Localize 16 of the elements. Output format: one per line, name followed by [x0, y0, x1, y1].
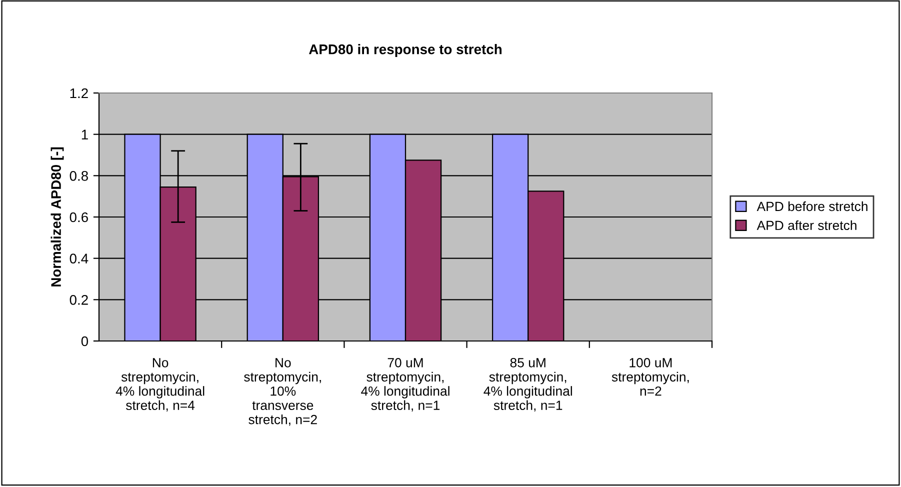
y-axis-title: Normalized APD80 [-]: [50, 147, 64, 286]
y-tick-label: 0.8: [70, 171, 88, 181]
x-tick-label: 70 uM streptomycin, 4% longitudinal stretch, n=1: [361, 358, 450, 412]
legend-label: APD before stretch: [756, 201, 868, 212]
y-tick-label: 0: [81, 336, 88, 346]
x-tick-label: 100 uM streptomycin, n=2: [612, 358, 689, 396]
legend-label: APD after stretch: [756, 220, 856, 230]
x-tick-label: 85 uM streptomycin, 4% longitudinal stretch, n=1: [484, 358, 572, 412]
y-tick-label: 1: [82, 130, 88, 140]
x-tick-label: No streptomycin, 4% longitudinal stretch, n=4: [116, 358, 204, 412]
y-tick-label: 0.2: [70, 295, 88, 305]
y-tick-label: 1.2: [70, 88, 88, 98]
y-tick-label: 0.6: [70, 212, 88, 222]
x-tick-label: No streptomycin, 10% transverse stretch, n=2: [244, 358, 321, 426]
y-tick-label: 0.4: [70, 254, 88, 264]
chart-title: APD80 in response to stretch: [308, 44, 502, 57]
